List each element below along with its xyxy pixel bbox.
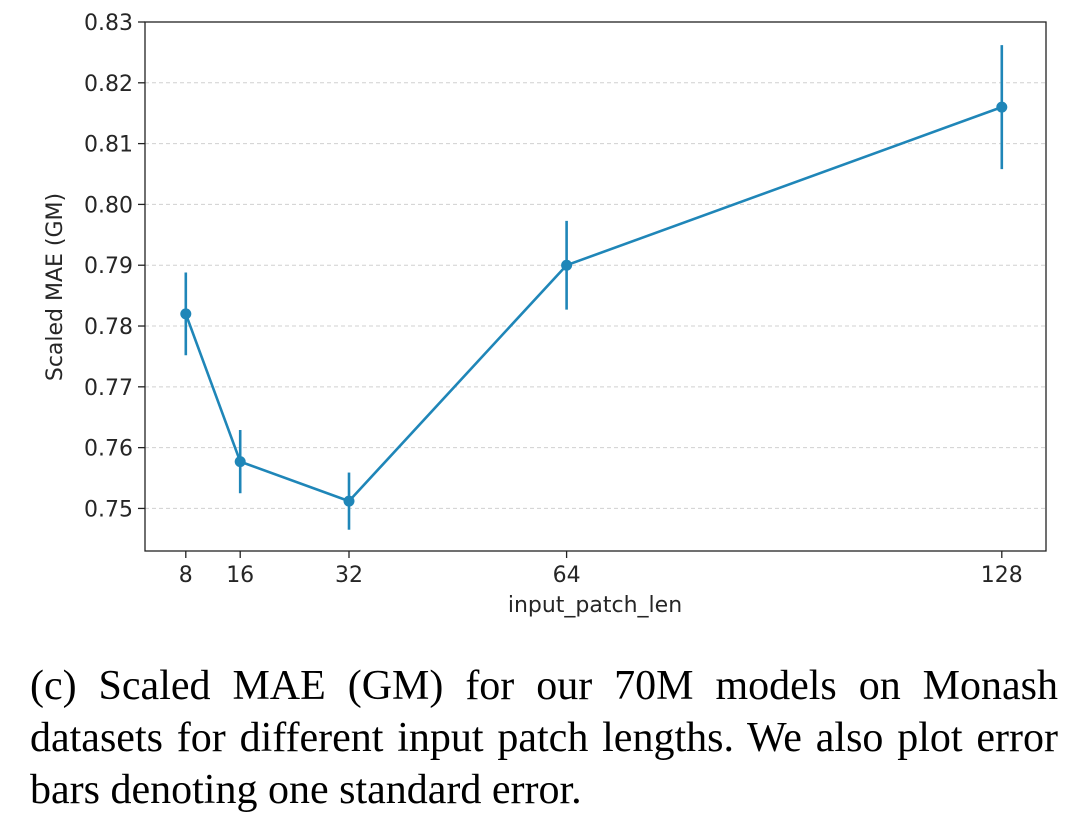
data-point-0 — [180, 308, 192, 320]
line-chart: 0.75 0.76 0.77 0.78 0.79 0.80 0.81 0.82 0.83 8 16… — [43, 11, 1047, 618]
x-tick-label-2: 32 — [335, 563, 363, 588]
y-tick-label-2: 0.77 — [84, 376, 133, 401]
series-line-0 — [184, 105, 1003, 503]
data-point-3 — [561, 259, 573, 271]
data-point-2 — [343, 495, 355, 507]
y-tick-label-6: 0.81 — [84, 133, 133, 158]
y-tick-label-5: 0.80 — [84, 193, 133, 218]
data-point-1 — [234, 456, 246, 468]
y-tick-label-0: 0.75 — [84, 497, 133, 522]
x-tick-label-0: 8 — [179, 563, 193, 588]
y-tick-label-4: 0.79 — [84, 254, 133, 279]
gridlines — [145, 82, 1046, 509]
y-tick-label-1: 0.76 — [84, 437, 133, 462]
data-point-4 — [996, 101, 1008, 113]
x-axis-ticks: 8 16 32 64 128 — [179, 551, 1023, 588]
axes-frame — [144, 21, 1047, 552]
y-tick-label-8: 0.83 — [84, 11, 133, 36]
x-axis-label: input_patch_len — [508, 593, 682, 618]
series-layer — [180, 45, 1008, 530]
x-tick-label-1: 16 — [226, 563, 254, 588]
y-axis-label: Scaled MAE (GM) — [43, 193, 68, 381]
x-tick-label-4: 128 — [981, 563, 1023, 588]
y-axis-ticks: 0.75 0.76 0.77 0.78 0.79 0.80 0.81 0.82 0.83 — [84, 11, 145, 522]
figure-caption: (c) Scaled MAE (GM) for our 70M models o… — [30, 663, 1058, 813]
y-tick-label-7: 0.82 — [84, 72, 133, 97]
x-tick-label-3: 64 — [553, 563, 581, 588]
y-tick-label-3: 0.78 — [84, 315, 133, 340]
